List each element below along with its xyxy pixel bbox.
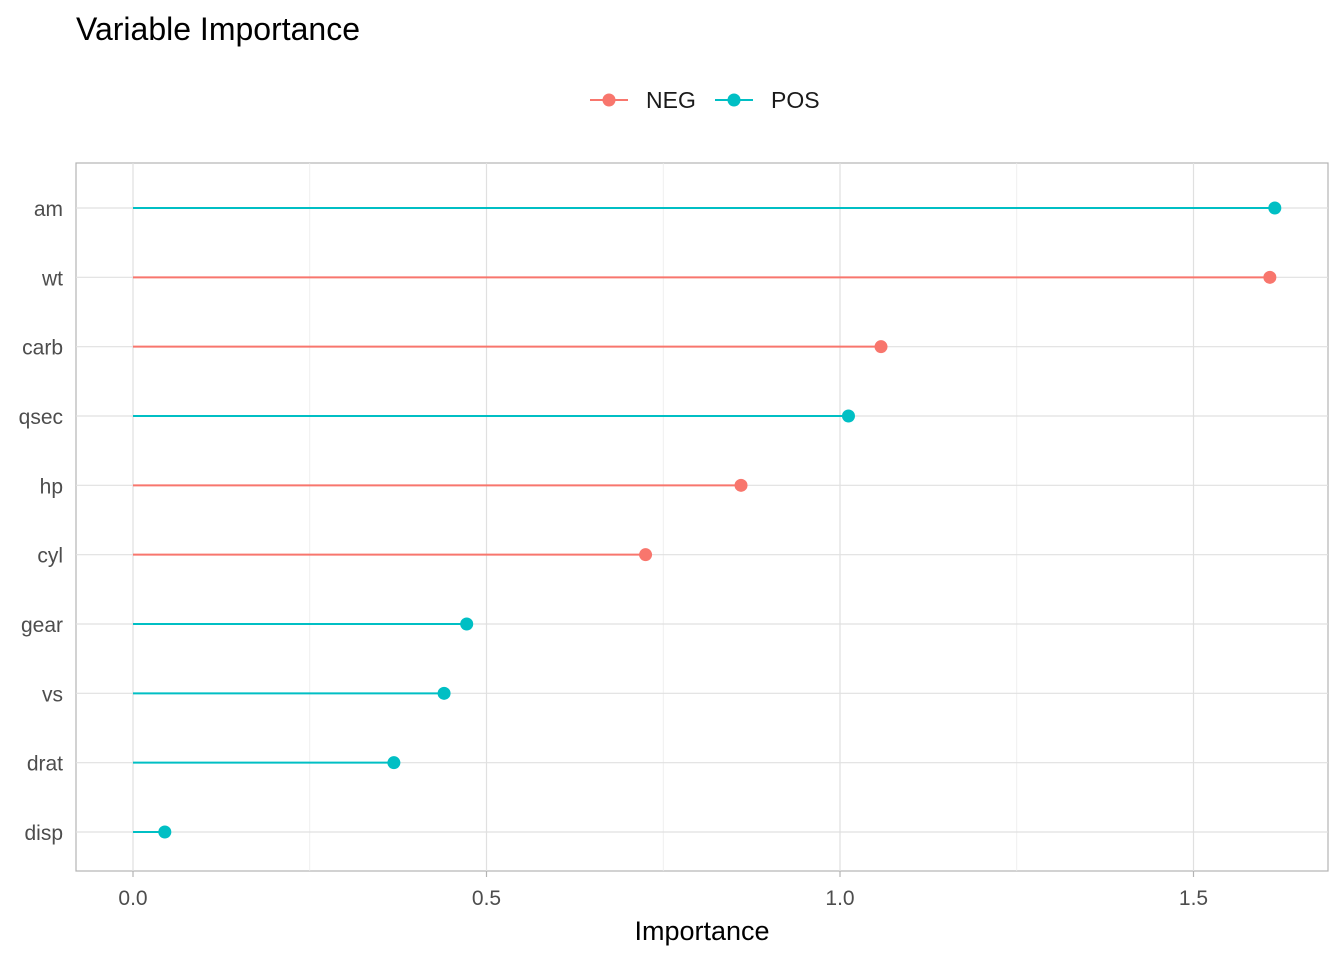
y-tick-label-carb: carb xyxy=(22,337,63,360)
point-gear xyxy=(460,617,474,631)
point-hp xyxy=(734,478,748,492)
x-tick-label-1: 0.5 xyxy=(472,887,501,910)
y-tick-label-gear: gear xyxy=(21,614,63,637)
point-carb xyxy=(874,340,888,354)
point-cyl xyxy=(639,548,653,562)
point-vs xyxy=(437,686,451,700)
point-wt xyxy=(1263,270,1277,284)
plot-panel xyxy=(75,162,1329,872)
point-am xyxy=(1268,201,1282,215)
point-disp xyxy=(158,825,172,839)
legend-label-pos: POS xyxy=(771,87,820,113)
legend-label-neg: NEG xyxy=(646,87,696,113)
y-tick-label-am: am xyxy=(34,198,63,221)
point-qsec xyxy=(841,409,855,423)
y-tick-label-disp: disp xyxy=(24,822,63,845)
legend-key-point-pos xyxy=(727,93,741,107)
y-tick-label-wt: wt xyxy=(41,267,63,290)
x-axis: 0.0 0.5 1.0 1.5 xyxy=(118,871,1208,910)
panel-border xyxy=(75,162,1329,872)
chart-title: Variable Importance xyxy=(76,11,360,47)
y-tick-label-drat: drat xyxy=(27,753,63,776)
point-drat xyxy=(387,756,401,770)
x-tick-label-2: 1.0 xyxy=(825,887,854,910)
x-tick-label-3: 1.5 xyxy=(1179,887,1208,910)
y-axis: am wt carb qsec hp cyl gear vs drat disp xyxy=(19,198,64,845)
grid-lines xyxy=(76,163,1328,871)
lollipop-marks xyxy=(133,201,1282,839)
y-tick-label-vs: vs xyxy=(42,683,63,706)
legend-key-point-neg xyxy=(602,93,616,107)
x-axis-title: Importance xyxy=(634,916,769,946)
y-tick-label-qsec: qsec xyxy=(19,406,63,429)
x-tick-label-0: 0.0 xyxy=(118,887,147,910)
legend: NEG POS xyxy=(590,87,820,113)
y-tick-label-cyl: cyl xyxy=(37,545,63,568)
y-tick-label-hp: hp xyxy=(40,475,63,498)
